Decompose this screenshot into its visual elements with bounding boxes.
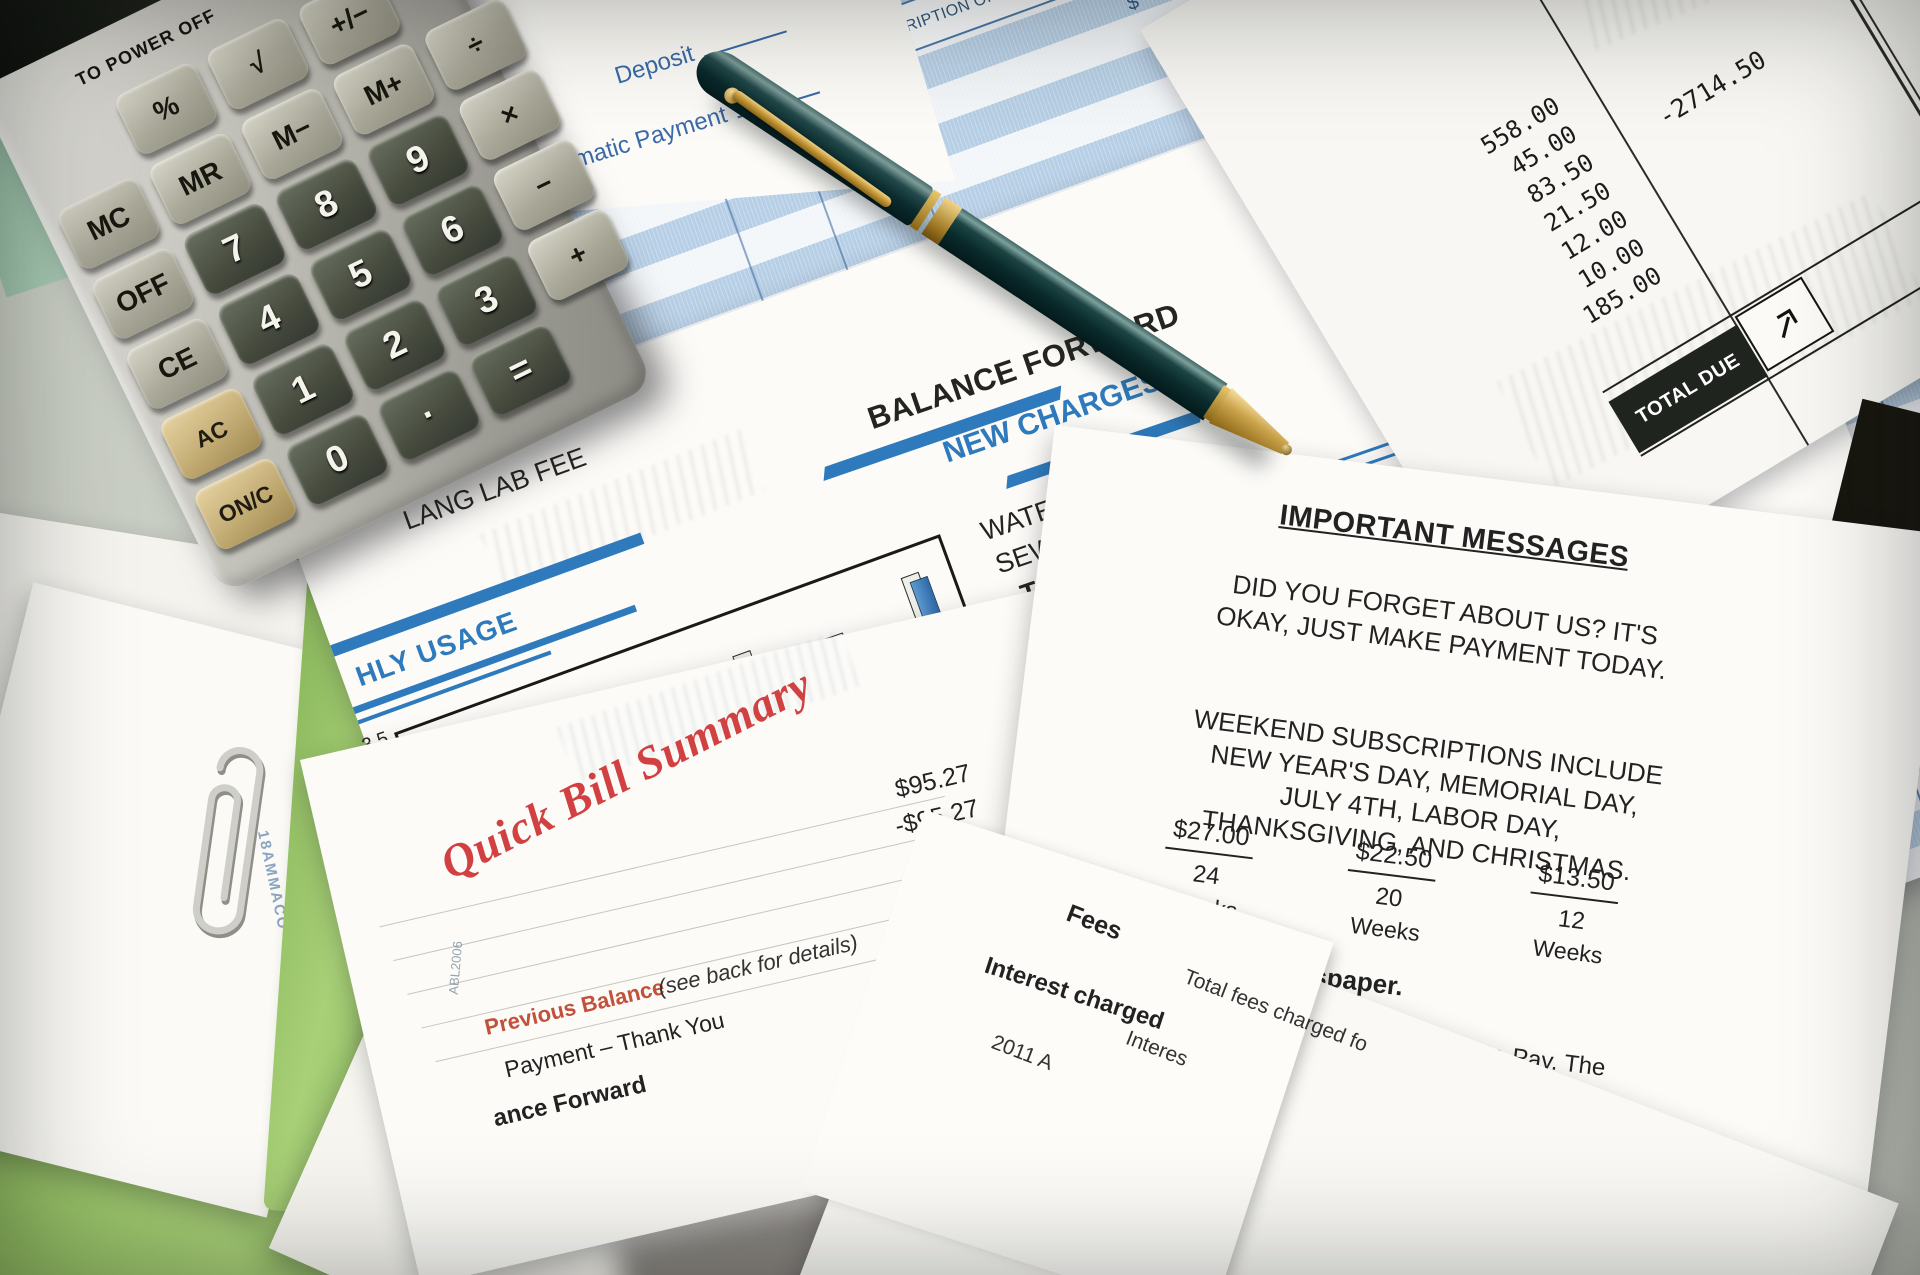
calculator-key-label: ON/C	[213, 479, 277, 528]
calculator-key-label: M+	[359, 66, 409, 112]
calculator-key-label: =	[501, 346, 540, 393]
calculator-key-label: OFF	[110, 266, 175, 320]
calculator-key-label: 8	[307, 180, 345, 227]
arrow-cell	[1734, 276, 1835, 372]
calculator-key-label: 0	[318, 435, 356, 482]
showthrough-smudge	[480, 429, 765, 596]
calculator-key-label: CE	[152, 340, 202, 386]
calculator-key-label: 3	[467, 276, 505, 323]
calculator-key-label: MR	[173, 154, 227, 202]
calculator-key-label: AC	[190, 414, 232, 453]
form-code: ABL2006	[445, 940, 466, 996]
calculator-key-label: 4	[250, 295, 287, 342]
paperclip	[192, 747, 266, 939]
receipt: 558.00 45.00 83.50 21.50 12.00 10.00 185.00 -2…	[1140, 0, 1920, 631]
calculator-key-label: ·	[414, 392, 444, 436]
calculator-key-label: 5	[342, 250, 379, 297]
calculator-key-label: MC	[82, 199, 135, 247]
calculator-key-label: −	[529, 166, 558, 202]
calculator-key-label: +	[563, 237, 593, 273]
calculator-key-label: √	[244, 46, 272, 81]
calculator-key-label: M−	[267, 111, 317, 157]
deposit-label: Deposit	[611, 40, 698, 90]
calculator-key-label: 9	[399, 136, 437, 183]
subscription-plan: $22.50 20 Weeks	[1309, 832, 1470, 952]
calculator-key-label: %	[148, 88, 185, 128]
calculator-key-label: ÷	[461, 26, 490, 62]
calculator-key-label: 6	[433, 206, 471, 253]
calculator-key-label: 2	[376, 321, 413, 367]
receipt-total: -2714.50	[1652, 44, 1771, 132]
messages-paragraph-1: DID YOU FORGET ABOUT US? IT'S OKAY, JUST…	[1171, 561, 1715, 692]
calculator-key-label: +/−	[324, 0, 375, 42]
calculator-key-label: 7	[216, 225, 253, 272]
showthrough-smudge	[1537, 0, 1818, 51]
messages-title: IMPORTANT MESSAGES	[1277, 499, 1631, 574]
calculator-key-label: 1	[284, 365, 322, 412]
calculator-key-label: ×	[495, 96, 524, 132]
arrow-icon	[1776, 308, 1798, 338]
subscription-plan: $13.50 12 Weeks	[1492, 855, 1653, 975]
